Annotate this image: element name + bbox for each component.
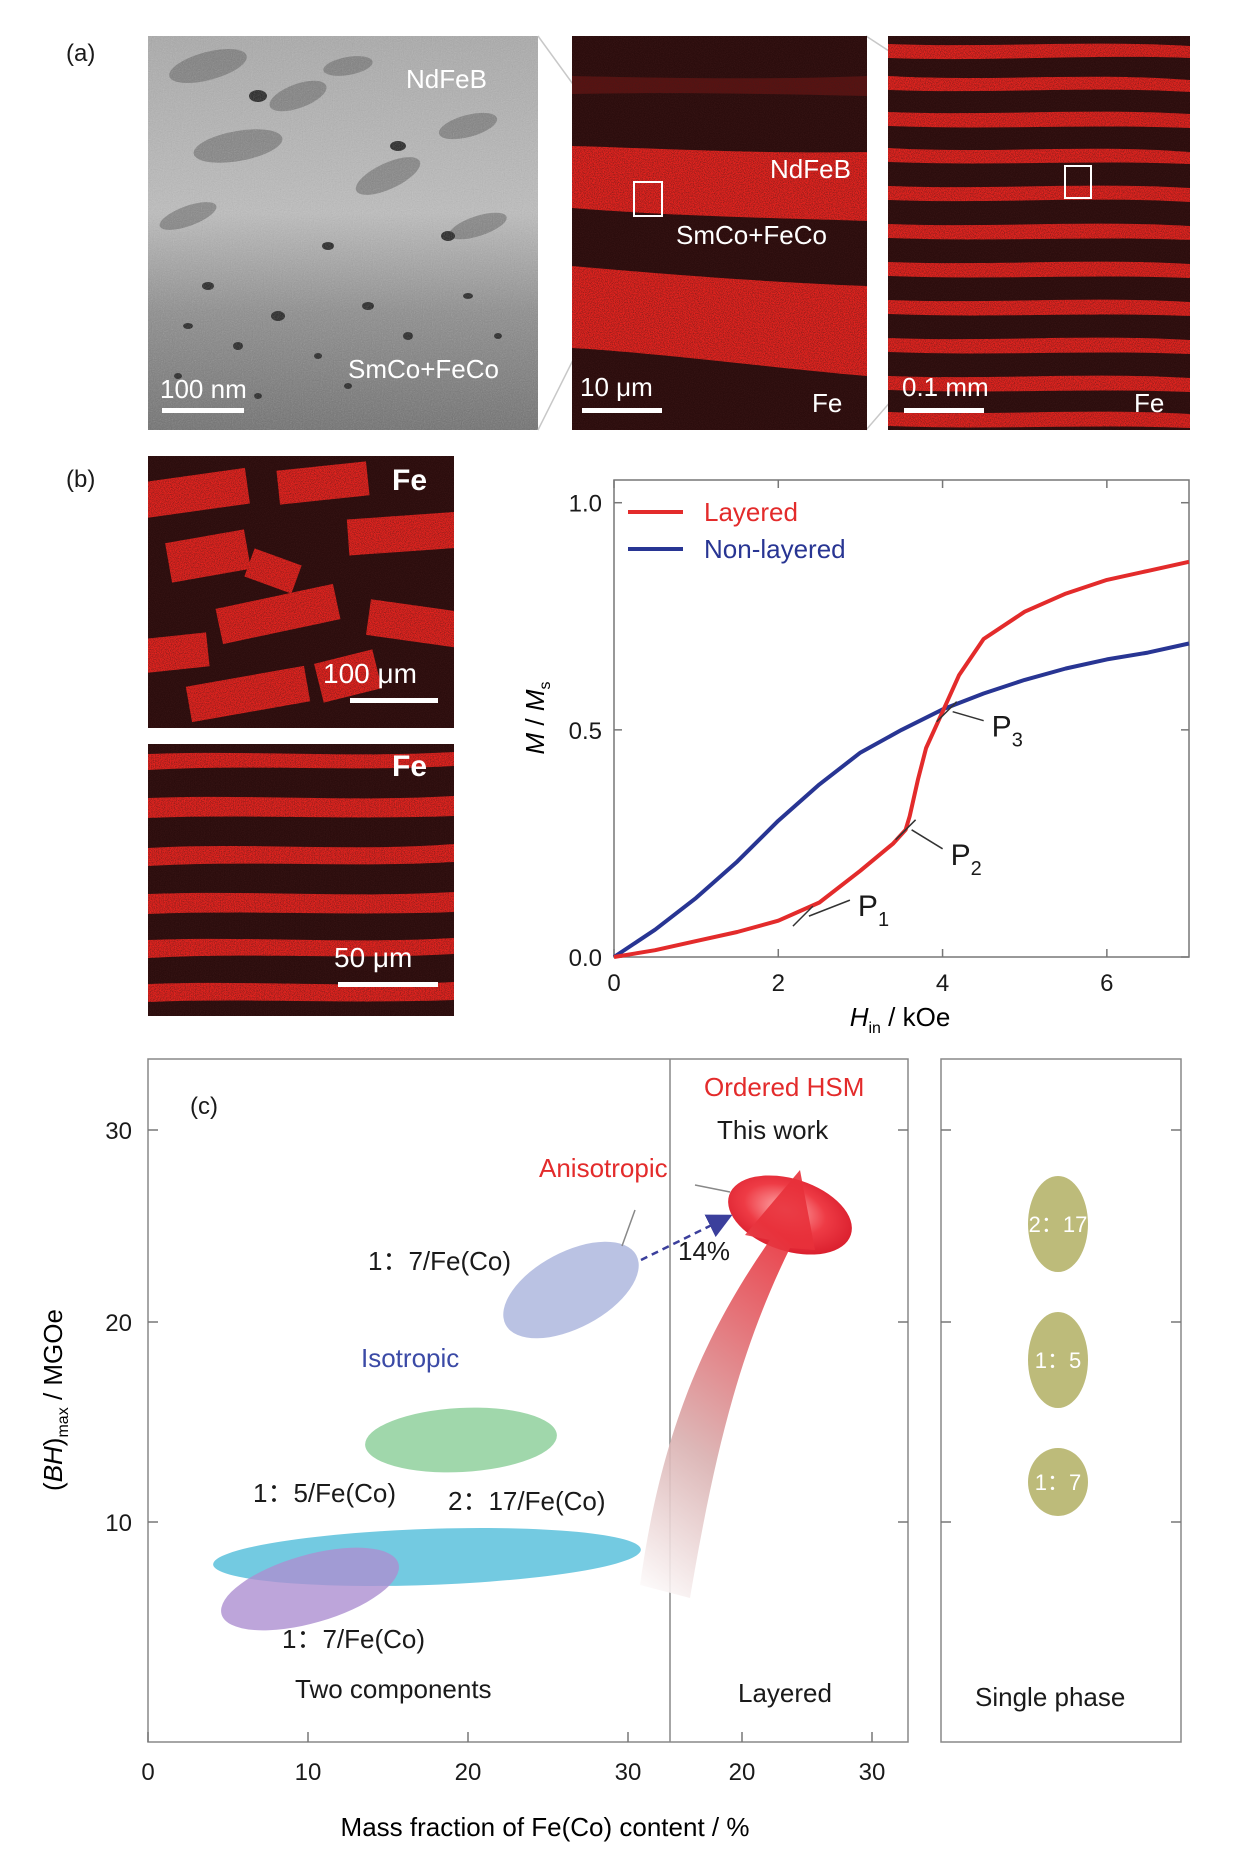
annotation-tick [936,701,958,723]
chart1-ytick-label: 1.0 [569,491,602,518]
chart2-xtick-label: 30 [615,1759,642,1786]
chart1-xtick-label: 4 [936,970,949,997]
label-anisotropic: Anisotropic [539,1153,668,1183]
chart1-series [612,559,1190,959]
eds-label-smco: SmCo+FeCo [676,220,827,250]
chart2-xtick-label-right: 30 [859,1759,886,1786]
eds-right-scale-label: 0.1 mm [902,372,989,402]
label-1-7-anisotropic: 1：7/Fe(Co) [368,1246,511,1276]
magnetization-chart: 0 2 4 6 0.0 0.5 1.0 Layered Non-layered P1 P2 P3… [520,479,1190,1037]
annotation-pointer [808,899,851,917]
nonlayered-scale-label: 100 μm [323,658,417,689]
eds-label-ndfeb: NdFeB [770,154,851,184]
chart1-ticks: 0 2 4 6 0.0 0.5 1.0 [569,480,1189,997]
layered-element-label: Fe [392,750,428,783]
nonlayered-element-label: Fe [392,464,428,497]
chart2-single-phase-frame [940,1058,1182,1743]
chart2-labels: Ordered HSM This work Anisotropic 14% 1：… [253,1072,1125,1712]
chart1-xlabel: Hin / kOe [850,1002,951,1037]
anisotropic-pointer [621,1209,636,1247]
eds-right-element-label: Fe [1134,388,1165,418]
chart1-xtick-label: 6 [1100,970,1113,997]
chart1-xtick-label: 0 [607,970,620,997]
label-this-work: This work [717,1115,829,1145]
single-phase-markers: 2：17 1：5 1：7 [1028,1176,1088,1516]
single-phase-1-7-label: 1：7 [1035,1470,1081,1495]
annotation-label: P2 [951,839,982,880]
single-phase-1-5-label: 1：5 [1035,1348,1081,1373]
ellipse-1-5-isotropic [365,1407,557,1473]
series-nonlayered-line [612,641,1190,959]
eds-image-layered: Fe 50 μm [148,744,454,1016]
region-single-phase: Single phase [975,1682,1125,1712]
chart1-ytick-label: 0.5 [569,718,602,745]
layered-scale-bar [338,982,438,987]
tem-label-smco: SmCo+FeCo [348,354,499,384]
label-1-5: 1：5/Fe(Co) [253,1478,396,1508]
chart1-xtick-label: 2 [772,970,785,997]
label-14pct: 14% [678,1236,730,1266]
dashed-improvement-arrow [640,1214,733,1262]
annotation-pointer [911,829,943,850]
chart2-xlabel: Mass fraction of Fe(Co) content / % [341,1812,750,1842]
chart1-ylabel: M / Ms [520,681,554,754]
this-work-pointer [694,1184,731,1193]
region-layered: Layered [738,1678,832,1708]
chart2-ticks: 10 20 30 0 10 20 30 20 30 [105,1118,1181,1786]
chart2-xtick-label-right: 20 [729,1759,756,1786]
region-two-components: Two components [295,1674,492,1704]
chart2-ylabel: (BH)max / MGOe [38,1309,72,1491]
eds-mid-scale-bar [582,408,662,413]
chart2-xtick-label: 10 [295,1759,322,1786]
annotation-tick [895,819,917,841]
tem-scale-bar [162,408,244,413]
tem-image: NdFeB SmCo+FeCo 100 nm [148,36,538,430]
label-2-17: 2：17/Fe(Co) [448,1486,606,1516]
growth-arrow [640,1170,815,1598]
eds-right-scale-bar [904,408,984,413]
eds-image-right: 0.1 mm Fe [888,36,1190,430]
eds-image-nonlayered: Fe 100 μm [148,456,454,728]
tem-label-ndfeb: NdFeB [406,64,487,94]
panel-a-label: (a) [66,40,96,67]
chart1-plot-frame [613,479,1190,958]
annotation-pointer [952,710,984,722]
legend-layered-label: Layered [704,497,798,527]
panel-c-label: (c) [190,1093,218,1120]
chart2-xtick-label: 20 [455,1759,482,1786]
series-layered-line [613,559,1190,959]
single-phase-2-17-label: 2：17 [1029,1212,1088,1237]
annotation-label: P3 [992,711,1023,752]
ellipse-1-7-isotropic [221,1547,399,1631]
label-ordered-hsm: Ordered HSM [704,1072,864,1102]
tem-scale-label: 100 nm [160,374,247,404]
chart2-main-frame [147,1058,909,1743]
eds-mid-element-label: Fe [812,388,843,418]
label-isotropic: Isotropic [361,1343,459,1373]
eds-mid-scale-label: 10 μm [580,372,653,402]
legend-nonlayered-label: Non-layered [704,534,846,564]
chart2-xtick-label: 0 [141,1759,154,1786]
chart1-legend: Layered Non-layered [628,497,846,564]
single-phase-2-17 [1028,1176,1088,1272]
annotation-label: P1 [858,890,889,931]
annotation-tick [792,905,814,927]
single-phase-1-7 [1028,1448,1088,1516]
ellipse-1-7-anisotropic [503,1241,639,1339]
chart2-ellipses [213,1170,852,1631]
chart1-ytick-label: 0.0 [569,945,602,972]
chart2-ytick-label: 30 [105,1118,132,1145]
bhmax-chart: (c) 10 20 30 0 10 20 30 20 30 Ordered HSM This w… [38,1058,1182,1842]
single-phase-1-5 [1028,1312,1088,1408]
chart2-ytick-label: 20 [105,1310,132,1337]
chart2-ytick-label: 10 [105,1510,132,1537]
nonlayered-scale-bar [350,698,438,703]
panel-b-label: (b) [66,466,96,493]
layered-scale-label: 50 μm [334,942,413,973]
eds-image-mid: NdFeB SmCo+FeCo 10 μm Fe [572,36,867,430]
label-1-7-isotropic: 1：7/Fe(Co) [282,1624,425,1654]
